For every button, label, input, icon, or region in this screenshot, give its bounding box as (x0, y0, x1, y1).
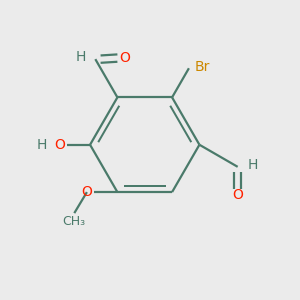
Text: O: O (82, 185, 92, 199)
Text: H: H (247, 158, 258, 172)
Text: O: O (54, 138, 65, 152)
Text: CH₃: CH₃ (63, 215, 86, 228)
Text: O: O (232, 188, 243, 202)
Text: H: H (75, 50, 86, 64)
Text: O: O (119, 51, 130, 65)
Text: Br: Br (195, 60, 210, 74)
Text: H: H (37, 138, 47, 152)
